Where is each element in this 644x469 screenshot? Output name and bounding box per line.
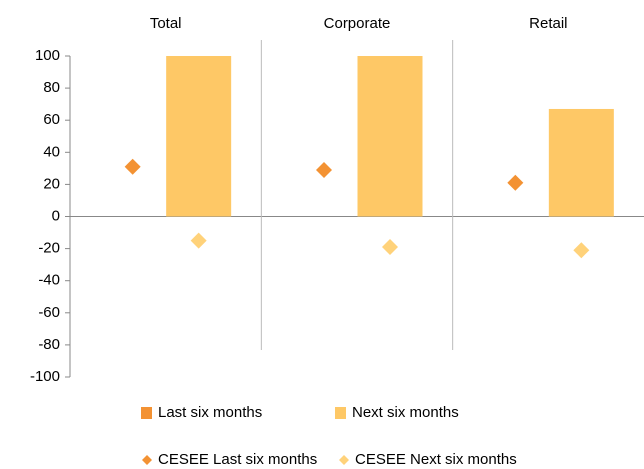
y-tick-label: -100 xyxy=(30,368,60,385)
y-tick-label: 20 xyxy=(43,175,60,192)
bar xyxy=(357,56,423,217)
y-tick-label: -20 xyxy=(38,240,60,257)
bar xyxy=(548,108,614,217)
legend-label: CESEE Last six months xyxy=(158,451,317,468)
legend-label: Next six months xyxy=(352,404,459,421)
y-tick-label: 40 xyxy=(43,143,60,160)
legend-swatch xyxy=(339,455,349,465)
diamond-marker xyxy=(316,161,332,178)
legend-label: CESEE Next six months xyxy=(355,451,517,468)
legend-swatch xyxy=(335,407,346,419)
y-tick-label: 80 xyxy=(43,79,60,96)
y-tick-label: 0 xyxy=(52,207,60,224)
y-tick-label: -60 xyxy=(38,304,60,321)
category-label: Retail xyxy=(529,15,567,32)
y-tick-label: -80 xyxy=(38,336,60,353)
y-tick-label: 60 xyxy=(43,111,60,128)
diamond-marker xyxy=(124,158,141,175)
diamond-marker xyxy=(573,242,590,259)
category-label: Total xyxy=(150,15,182,32)
y-tick-label: -40 xyxy=(38,272,60,289)
diamond-marker xyxy=(507,174,524,191)
legend-swatch xyxy=(141,407,152,419)
diamond-marker xyxy=(190,232,207,249)
diamond-marker xyxy=(382,238,398,255)
legend-label: Last six months xyxy=(158,404,262,421)
y-tick-label: 100 xyxy=(35,47,60,64)
bar xyxy=(166,56,232,217)
category-label: Corporate xyxy=(324,15,391,32)
legend-swatch xyxy=(142,455,152,465)
